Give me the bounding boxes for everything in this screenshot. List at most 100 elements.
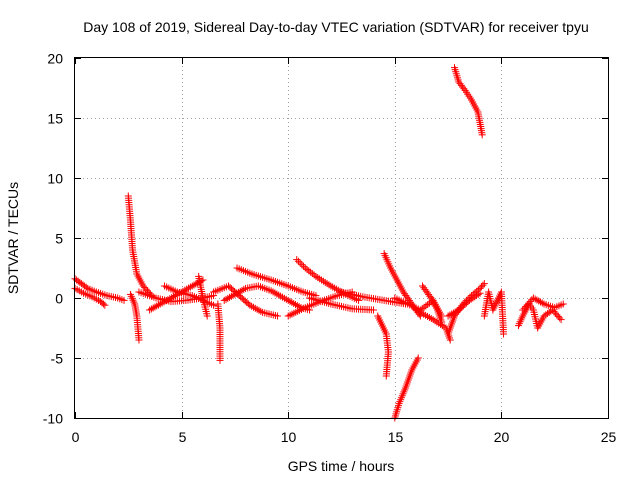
- y-tick-label: 10: [47, 171, 63, 187]
- data-point: [255, 306, 263, 314]
- data-point: [480, 280, 488, 288]
- data-point: [522, 303, 530, 311]
- data-point: [249, 303, 257, 311]
- data-point: [550, 308, 558, 316]
- data-point: [248, 302, 256, 310]
- data-point: [478, 283, 486, 291]
- data-point: [471, 293, 479, 301]
- data-point: [460, 85, 468, 93]
- data-point: [465, 296, 473, 304]
- data-point: [227, 292, 235, 300]
- data-point: [147, 305, 155, 313]
- data-point: [538, 299, 546, 307]
- data-point: [222, 295, 230, 303]
- y-axis-label: SDTVAR / TECUs: [5, 182, 21, 294]
- data-point: [153, 302, 161, 310]
- data-point: [298, 261, 306, 269]
- data-point: [526, 297, 534, 305]
- data-point: [551, 309, 559, 317]
- data-point: [220, 296, 228, 304]
- y-tick-label: 0: [55, 291, 63, 307]
- plot-frame: [74, 57, 609, 419]
- grid: [75, 58, 608, 418]
- data-point: [533, 296, 541, 304]
- data-point: [467, 295, 475, 303]
- data-point: [536, 298, 544, 306]
- data-point: [553, 311, 561, 319]
- data-point: [435, 319, 443, 327]
- x-tick-label: 15: [388, 429, 404, 445]
- data-point: [294, 257, 302, 265]
- data-point: [474, 290, 482, 298]
- data-point: [139, 282, 147, 290]
- data-point: [135, 336, 143, 344]
- data-point: [296, 259, 304, 267]
- data-point: [155, 301, 163, 309]
- data-point: [210, 301, 218, 309]
- data-point: [292, 301, 300, 309]
- data-point: [446, 336, 454, 344]
- data-point: [310, 271, 318, 279]
- data-point: [431, 317, 439, 325]
- x-axis-label: GPS time / hours: [288, 458, 395, 474]
- data-point: [529, 294, 537, 302]
- data-point: [303, 265, 311, 273]
- data-point: [284, 296, 292, 304]
- data-point: [301, 264, 309, 272]
- data-point: [307, 268, 315, 276]
- data-point: [308, 270, 316, 278]
- chart-title: Day 108 of 2019, Sidereal Day-to-day VTE…: [83, 19, 589, 35]
- data-point: [556, 314, 564, 322]
- y-tick-label: -5: [51, 351, 64, 367]
- data-point: [446, 311, 454, 319]
- data-point: [424, 301, 432, 309]
- axis-ticks: 0 5 10 15 20 25 -10 -5 0 5 10 15 20: [43, 51, 617, 446]
- x-tick-label: 10: [281, 429, 297, 445]
- data-point: [82, 283, 90, 291]
- data-point: [192, 280, 200, 288]
- data-point: [473, 292, 481, 300]
- data-point: [141, 284, 149, 292]
- y-tick-label: -10: [43, 411, 63, 427]
- data-point: [449, 309, 457, 317]
- data-point: [451, 308, 459, 316]
- data-point: [274, 312, 282, 320]
- data-point: [288, 298, 296, 306]
- data-point: [444, 312, 452, 320]
- data-point: [414, 354, 422, 362]
- data-point: [554, 312, 562, 320]
- data-point: [500, 330, 508, 338]
- data-point: [436, 320, 444, 328]
- data-point: [478, 131, 486, 139]
- data-point: [224, 294, 232, 302]
- y-tick-label: 20: [47, 51, 63, 67]
- data-points: [71, 64, 567, 422]
- data-point: [216, 356, 224, 364]
- data-point: [146, 306, 154, 314]
- data-point: [523, 301, 531, 309]
- data-point: [433, 318, 441, 326]
- x-tick-label: 25: [601, 429, 617, 445]
- data-point: [293, 256, 301, 264]
- data-point: [438, 322, 446, 330]
- data-point: [149, 304, 157, 312]
- data-point: [476, 289, 484, 297]
- y-tick-label: 5: [55, 231, 63, 247]
- data-point: [535, 297, 543, 305]
- y-tick-label: 15: [47, 111, 63, 127]
- x-tick-label: 20: [494, 429, 510, 445]
- data-point: [519, 306, 527, 314]
- data-point: [226, 293, 234, 301]
- data-point: [188, 282, 196, 290]
- data-point: [290, 299, 298, 307]
- data-point: [199, 276, 207, 284]
- data-point: [120, 296, 128, 304]
- data-point: [559, 300, 567, 308]
- data-point: [531, 295, 539, 303]
- data-point: [253, 305, 261, 313]
- data-point: [479, 281, 487, 289]
- data-point: [426, 292, 434, 300]
- data-point: [251, 304, 259, 312]
- data-point: [422, 302, 430, 310]
- data-point: [429, 316, 437, 324]
